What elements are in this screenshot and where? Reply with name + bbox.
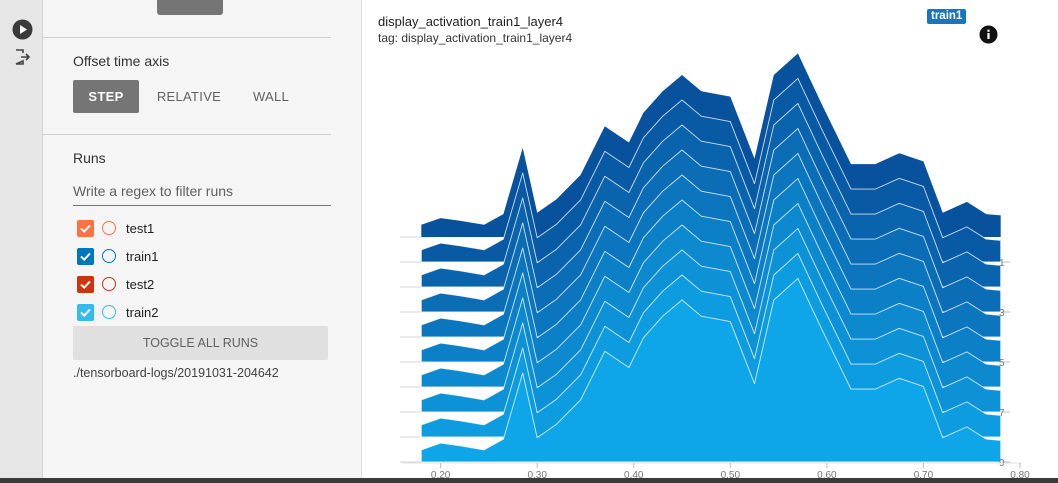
- divider: [43, 134, 331, 135]
- main-panel: display_activation_train1_layer4 tag: di…: [362, 0, 1058, 483]
- y-axis-tick-label: 5: [999, 358, 1005, 369]
- log-directory-label: ./tensorboard-logs/20191031-204642: [73, 366, 279, 380]
- y-axis-tick-label: 1: [999, 258, 1005, 269]
- play-circle-icon[interactable]: [11, 18, 33, 40]
- run-color-circle-icon[interactable]: [102, 277, 116, 291]
- run-color-circle-icon[interactable]: [102, 221, 116, 235]
- offset-time-axis-title: Offset time axis: [73, 53, 170, 69]
- x-axis-tick-label: 0.40: [624, 470, 644, 481]
- run-label: test2: [126, 276, 155, 292]
- y-axis-tick-label: 3: [999, 308, 1005, 319]
- card-title: display_activation_train1_layer4: [378, 14, 564, 29]
- run-label: train2: [126, 304, 159, 320]
- scrolled-button-stub[interactable]: [157, 0, 223, 15]
- divider: [43, 37, 331, 38]
- run-badge: train1: [927, 9, 967, 24]
- run-label: test1: [126, 220, 155, 236]
- y-axis-tick-label: 7: [999, 408, 1005, 419]
- toggle-all-runs-button[interactable]: TOGGLE ALL RUNS: [73, 326, 328, 360]
- sidebar: Offset time axis STEP RELATIVE WALL Runs…: [43, 0, 362, 483]
- checkbox-checked-icon[interactable]: [77, 247, 94, 265]
- checkbox-checked-icon[interactable]: [77, 303, 94, 321]
- histogram-chart[interactable]: 135790.200.300.400.500.600.700.80: [362, 0, 1058, 483]
- bottom-bar: [0, 478, 1058, 483]
- wall-option-button[interactable]: WALL: [252, 89, 290, 104]
- run-item-test2[interactable]: test2: [77, 274, 154, 294]
- x-axis-tick-label: 0.70: [914, 470, 934, 481]
- run-item-test1[interactable]: test1: [77, 218, 154, 238]
- run-color-circle-icon[interactable]: [102, 305, 116, 319]
- card-tag: tag: display_activation_train1_layer4: [378, 31, 573, 45]
- histogram-step-9: [420, 277, 1002, 463]
- relative-option-button[interactable]: RELATIVE: [156, 89, 222, 104]
- logout-icon[interactable]: [11, 46, 33, 68]
- x-axis-tick-label: 0.60: [817, 470, 837, 481]
- left-rail: [0, 0, 43, 483]
- x-axis-tick-label: 0.50: [721, 470, 741, 481]
- checkbox-checked-icon[interactable]: [77, 275, 94, 293]
- info-icon[interactable]: [979, 25, 998, 44]
- x-axis-tick-label: 0.20: [431, 470, 451, 481]
- run-item-train2[interactable]: train2: [77, 302, 159, 322]
- runs-title: Runs: [73, 150, 106, 166]
- run-label: train1: [126, 248, 159, 264]
- x-axis-tick-label: 0.30: [527, 470, 547, 481]
- run-color-circle-icon[interactable]: [102, 249, 116, 263]
- x-axis-tick-label: 0.80: [1010, 470, 1030, 481]
- checkbox-checked-icon[interactable]: [77, 219, 94, 237]
- step-option-button[interactable]: STEP: [73, 80, 139, 113]
- run-item-train1[interactable]: train1: [77, 246, 159, 266]
- runs-filter-input[interactable]: Write a regex to filter runs: [73, 178, 331, 206]
